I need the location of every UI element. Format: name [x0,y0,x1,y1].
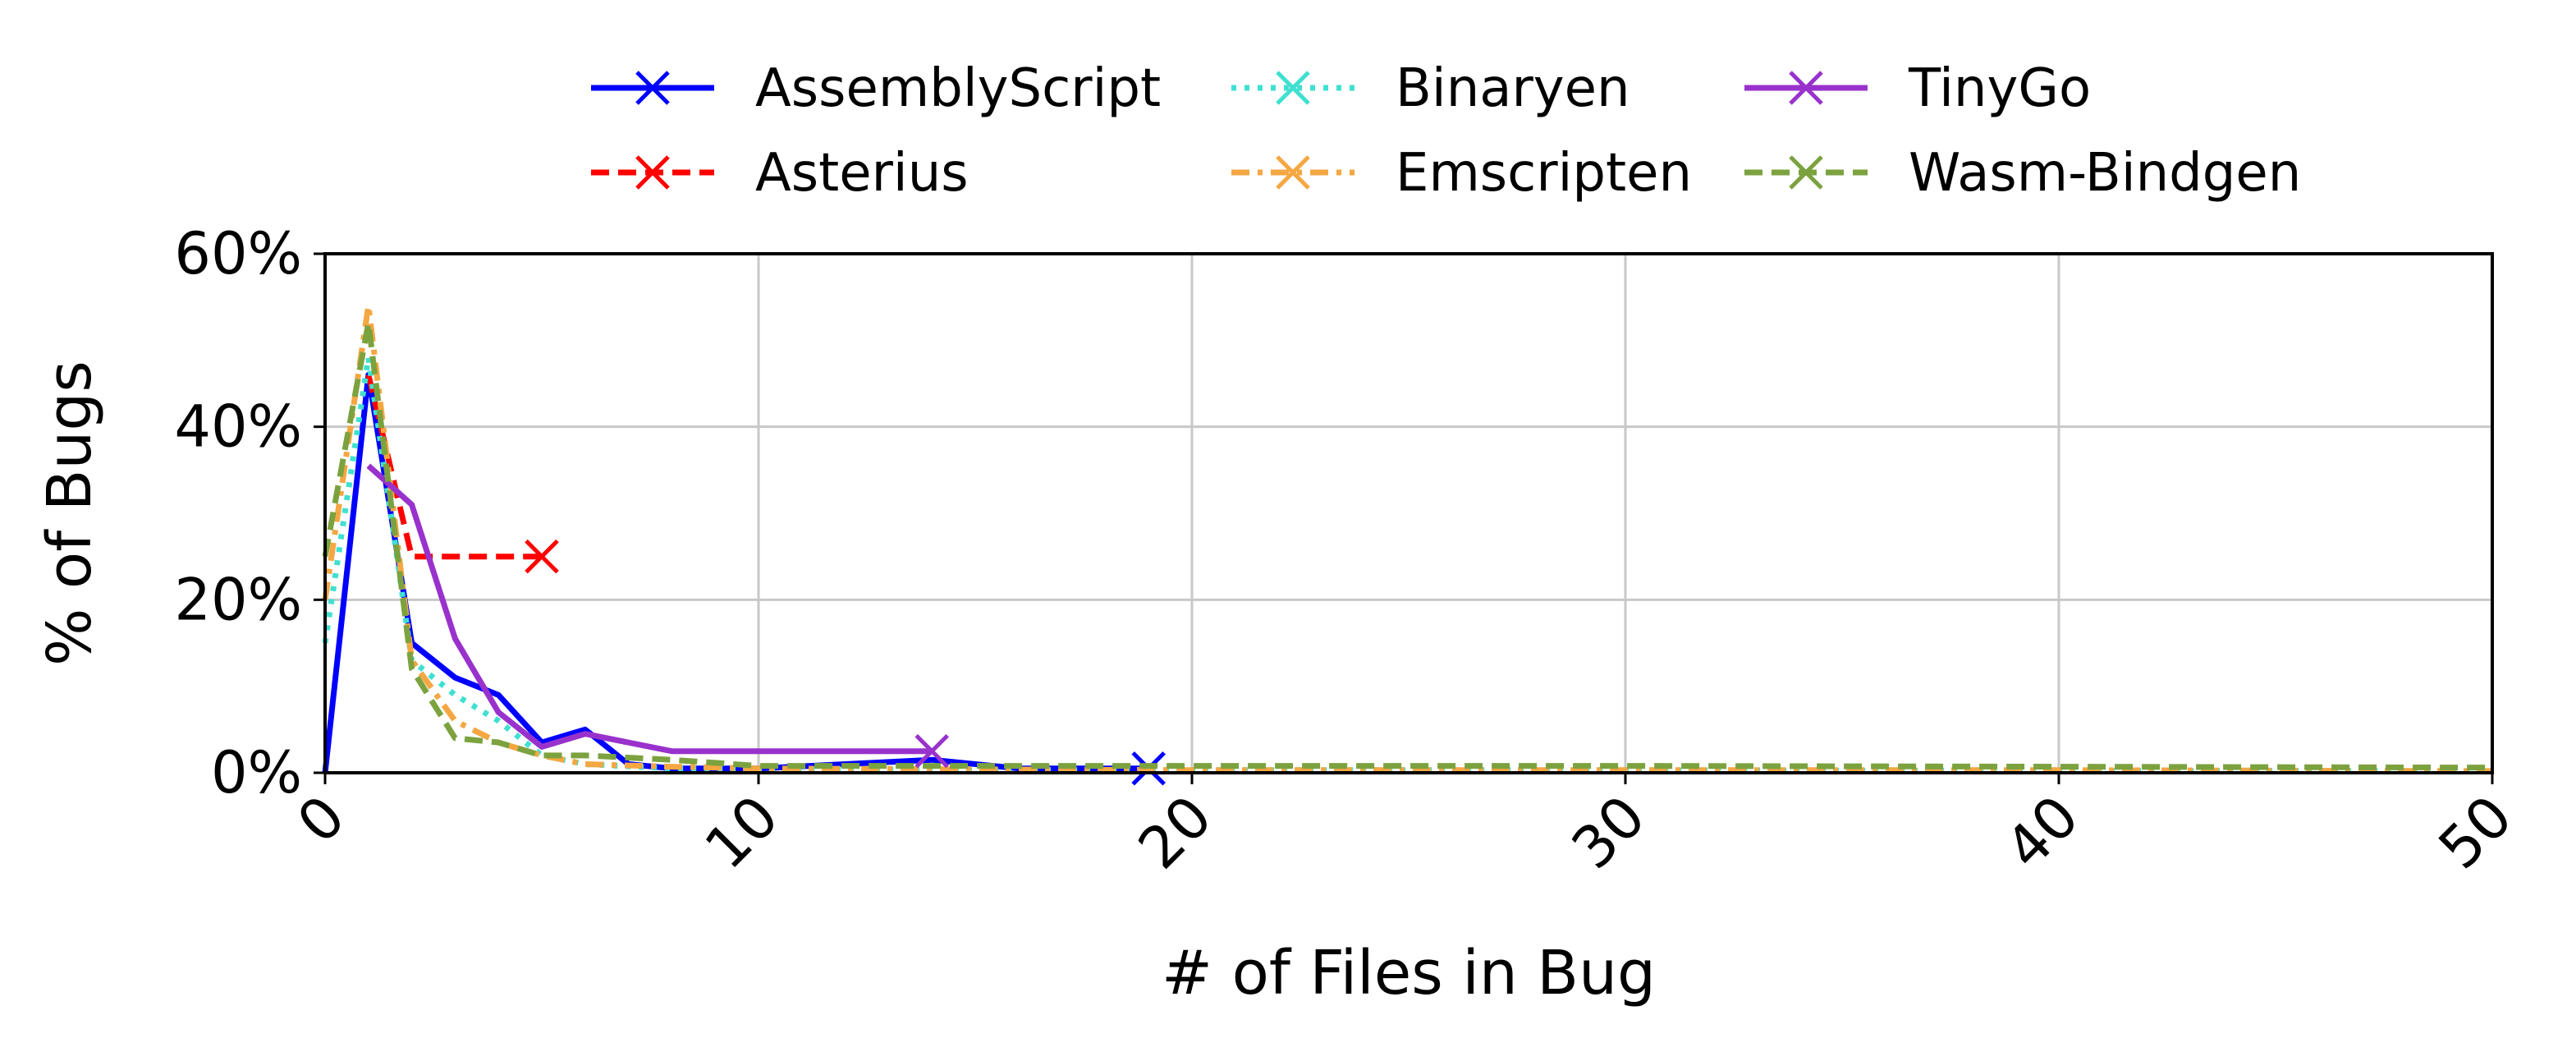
series-line-binaryen [322,354,2492,774]
y-tick-label: 40% [174,393,302,461]
series-wasm-bindgen [322,319,2493,771]
series-end-marker-tinygo [914,733,949,769]
y-tick-label: 20% [174,566,302,633]
legend-label: Binaryen [1396,58,1630,119]
x-tick-label: 40 [1992,783,2092,882]
legend-label: Wasm-Bindgen [1909,143,2301,204]
legend-entry-tinygo: TinyGo [1744,58,2091,119]
legend: AssemblyScript Asterius Binaryen Emscripten… [591,58,2301,204]
legend-marker [635,71,670,105]
x-tick-label: 50 [2426,783,2525,882]
legend-marker [1789,71,1823,105]
legend-entry-emscripten: Emscripten [1231,143,1692,204]
series-tinygo [366,463,949,769]
legend-marker [1276,155,1310,190]
y-tick-label: 0% [211,739,302,806]
y-axis-label: % of Bugs [34,361,105,666]
legend-label: TinyGo [1908,58,2091,119]
series-line-tinygo [366,463,933,755]
series-assemblyscript [322,372,1166,786]
legend-entry-asterius: Asterius [591,143,969,204]
legend-entry-binaryen: Binaryen [1231,58,1630,119]
grid-lines [323,252,2494,774]
series-end-marker-asterius [525,539,559,574]
series-layer [322,302,2493,786]
series-emscripten [322,302,2493,774]
x-tick-label: 30 [1559,783,1658,882]
x-tick-label: 10 [692,783,791,882]
legend-marker [635,155,670,190]
series-asterius [365,374,559,574]
series-line-assemblyscript [322,372,1149,774]
x-axis-label: # of Files in Bug [1162,938,1656,1008]
x-tick-label: 20 [1125,783,1225,882]
series-line-wasm-bindgen [322,319,2493,771]
legend-label: AssemblyScript [755,58,1161,119]
series-binaryen [322,354,2492,774]
legend-label: Asterius [755,143,969,204]
legend-marker [1276,71,1310,105]
series-line-asterius [365,374,542,560]
y-tick-label: 60% [174,220,302,287]
legend-marker [1789,155,1823,190]
legend-label: Emscripten [1396,143,1692,204]
legend-entry-wasm-bindgen: Wasm-Bindgen [1744,143,2301,204]
plot-frame [323,252,2494,774]
series-line-emscripten [322,302,2493,774]
axis-ticks: 0 10 20 30 40 500%20%40%60% [174,220,2525,882]
legend-entry-assemblyscript: AssemblyScript [591,58,1161,119]
